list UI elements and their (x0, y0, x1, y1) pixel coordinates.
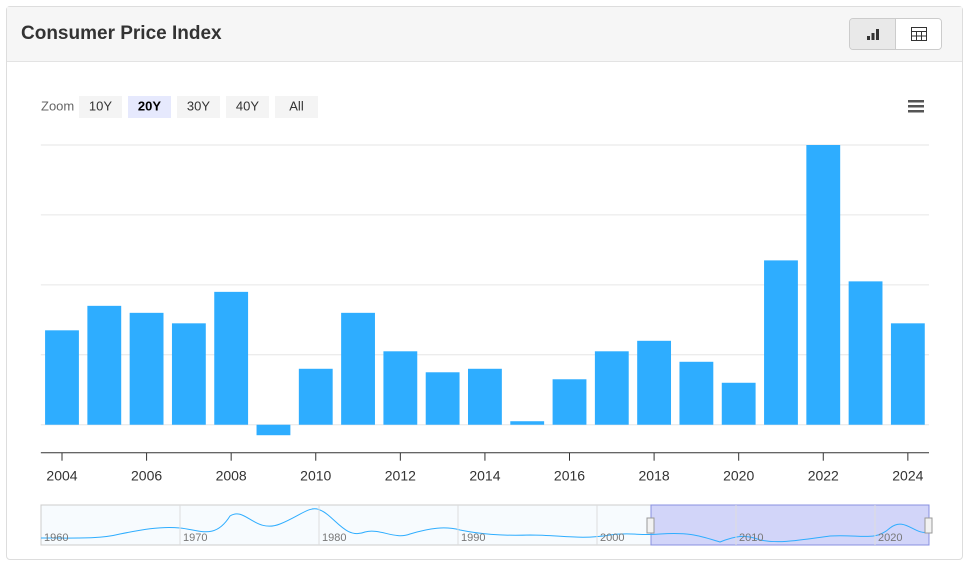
navigator-label: 1980 (322, 532, 346, 544)
x-tick-label: 2008 (216, 467, 247, 483)
bar (214, 291, 249, 425)
x-tick-label: 2018 (639, 467, 670, 483)
zoom-button-label: 10Y (89, 98, 112, 113)
x-tick-label: 2010 (300, 467, 331, 483)
bar (679, 361, 714, 425)
bar (510, 421, 545, 425)
table-view-button[interactable] (896, 19, 941, 49)
bar (425, 372, 460, 425)
zoom-button[interactable] (79, 96, 122, 118)
x-tick-label: 2012 (385, 467, 416, 483)
x-tick-label: 2024 (892, 467, 923, 483)
x-tick-label: 2016 (554, 467, 585, 483)
navigator-label: 1990 (461, 532, 485, 544)
x-tick-label: 2006 (131, 467, 162, 483)
bar (45, 330, 79, 425)
navigator-handle[interactable] (924, 517, 933, 534)
navigator-handle[interactable] (646, 517, 655, 534)
bar (552, 379, 587, 425)
navigator: 1960 1970 1980 1990 2000 2010 2020 (40, 504, 933, 546)
navigator-label: 2020 (878, 532, 902, 544)
zoom-button-label: 30Y (187, 98, 210, 113)
card: Consumer Price Index (6, 6, 963, 560)
zoom-button-label: 20Y (138, 98, 161, 113)
bar (806, 145, 841, 425)
zoom-button[interactable] (128, 96, 171, 118)
x-tick-label: 2022 (808, 467, 839, 483)
view-toggle (849, 18, 942, 50)
bar (87, 305, 122, 425)
bar (256, 424, 291, 436)
bar (764, 260, 798, 425)
menu-icon[interactable] (908, 100, 924, 113)
chart-view-button[interactable] (850, 19, 896, 49)
table-icon (910, 27, 927, 41)
zoom-button[interactable] (226, 96, 269, 118)
chart-icon (866, 29, 879, 40)
bar (171, 323, 206, 425)
bar (298, 368, 333, 425)
navigator-line (40, 508, 930, 543)
bar (468, 368, 502, 425)
x-tick-label: 2014 (469, 467, 500, 483)
zoom-button-label: All (289, 98, 304, 113)
zoom-label: Zoom (41, 98, 74, 113)
navigator-selection[interactable] (650, 504, 930, 546)
navigator-label: 1960 (44, 532, 68, 544)
bar (890, 323, 925, 425)
navigator-label: 2010 (739, 532, 763, 544)
navigator-label: 1970 (183, 532, 207, 544)
bar (341, 312, 375, 425)
navigator-label: 2000 (600, 532, 624, 544)
bar (721, 382, 756, 425)
title: Consumer Price Index (21, 23, 222, 44)
bar (594, 351, 629, 425)
zoom-button-label: 40Y (236, 98, 259, 113)
bar (848, 281, 883, 425)
bar (637, 340, 672, 425)
x-tick-label: 2020 (723, 467, 754, 483)
zoom-button[interactable] (177, 96, 220, 118)
bar (383, 351, 418, 425)
header: Consumer Price Index (7, 7, 962, 62)
zoom-button[interactable] (275, 96, 318, 118)
x-tick-label: 2004 (46, 467, 77, 483)
bar (129, 312, 164, 425)
